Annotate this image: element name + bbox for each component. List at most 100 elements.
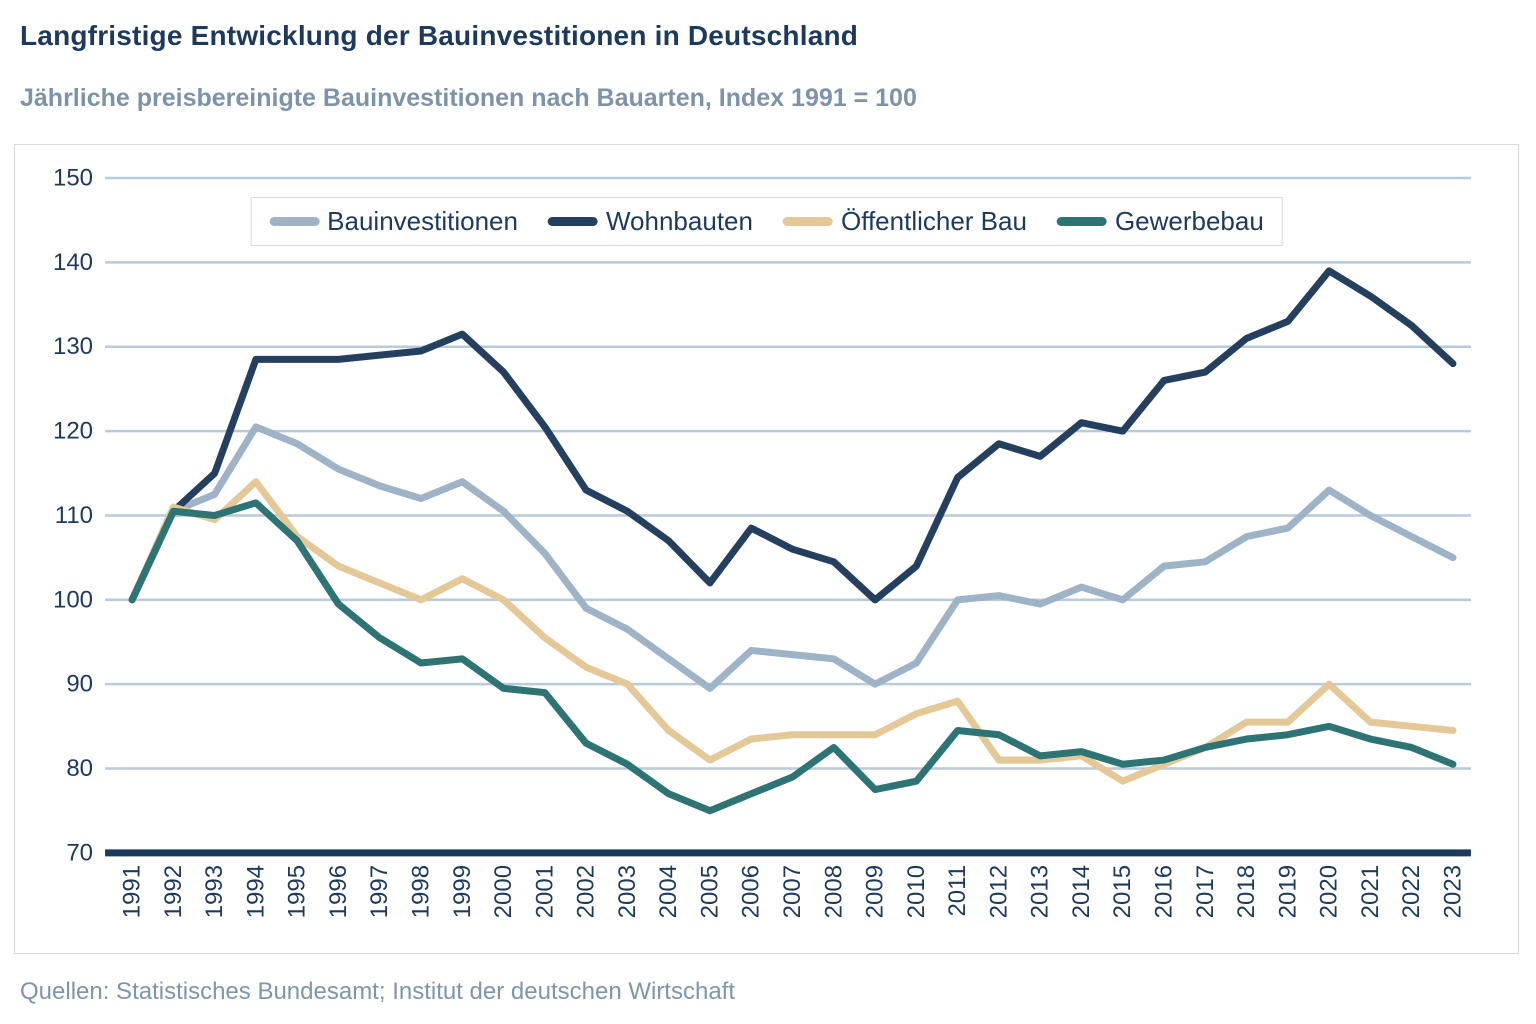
chart-legend: Bauinvestitionen Wohnbauten Öffentlicher B…: [250, 197, 1283, 246]
x-tick-label-2010: 2010: [903, 865, 930, 918]
x-tick-2017: 2017: [1192, 865, 1219, 918]
x-tick-label-2023: 2023: [1439, 865, 1466, 918]
x-tick-2009: 2009: [862, 865, 889, 918]
x-tick-label-1991: 1991: [119, 865, 146, 918]
y-tick-label-150: 150: [53, 165, 93, 192]
y-tick-label-110: 110: [55, 502, 93, 529]
x-tick-label-2013: 2013: [1027, 865, 1054, 918]
x-tick-label-1995: 1995: [284, 865, 311, 918]
x-tick-2016: 2016: [1151, 865, 1178, 918]
x-tick-label-1993: 1993: [201, 865, 228, 918]
x-tick-2020: 2020: [1316, 865, 1343, 918]
x-tick-2022: 2022: [1398, 865, 1425, 918]
x-tick-1995: 1995: [284, 865, 311, 918]
x-tick-label-2016: 2016: [1151, 865, 1178, 918]
x-tick-2018: 2018: [1233, 865, 1260, 918]
legend-swatch-3: [782, 217, 833, 226]
series-line-gewerbebau: [128, 499, 1457, 815]
x-tick-1994: 1994: [242, 865, 269, 918]
x-tick-1998: 1998: [408, 865, 435, 918]
x-tick-1991: 1991: [119, 865, 146, 918]
x-tick-label-2011: 2011: [944, 865, 971, 917]
legend-swatch-2: [547, 217, 598, 226]
page-title: Langfristige Entwicklung der Bauinvestit…: [20, 20, 859, 51]
x-tick-2021: 2021: [1357, 865, 1384, 918]
x-tick-2001: 2001: [531, 865, 558, 918]
x-tick-label-2004: 2004: [655, 865, 682, 918]
x-tick-2019: 2019: [1274, 865, 1301, 918]
y-tick-label-90: 90: [66, 671, 93, 698]
chart-panel: Bauinvestitionen Wohnbauten Öffentlicher B…: [14, 144, 1519, 954]
legend-swatch-4: [1056, 217, 1107, 226]
x-tick-2011: 2011: [944, 865, 971, 917]
source-text: Quellen: Statistisches Bundesamt; Instit…: [20, 978, 736, 1005]
legend-item-1: Bauinvestitionen: [269, 206, 518, 237]
page-subtitle: Jährliche preisbereinigte Bauinvestition…: [20, 84, 917, 112]
x-tick-2000: 2000: [490, 865, 517, 918]
line-chart: 70 80 90 100 110 120 130 140 150 1991 1992 1993 1994…: [53, 165, 1471, 918]
y-axis-labels: 70 80 90 100 110 120 130 140 150: [53, 165, 93, 867]
x-tick-label-1996: 1996: [325, 865, 352, 918]
x-tick-label-2009: 2009: [862, 865, 889, 918]
x-tick-2010: 2010: [903, 865, 930, 918]
x-tick-2013: 2013: [1027, 865, 1054, 918]
x-tick-label-2017: 2017: [1192, 865, 1219, 918]
x-tick-2003: 2003: [614, 865, 641, 918]
x-tick-2023: 2023: [1439, 865, 1466, 918]
x-tick-label-1994: 1994: [242, 865, 269, 918]
x-tick-label-1992: 1992: [160, 865, 187, 918]
gridlines: [105, 176, 1471, 770]
x-tick-label-2018: 2018: [1233, 865, 1260, 918]
legend-item-4: Gewerbebau: [1056, 206, 1264, 237]
x-tick-label-2007: 2007: [779, 865, 806, 918]
x-tick-label-2019: 2019: [1274, 865, 1301, 918]
x-tick-label-2022: 2022: [1398, 865, 1425, 918]
x-tick-1992: 1992: [160, 865, 187, 918]
series-lines: [128, 267, 1457, 815]
x-tick-1997: 1997: [366, 865, 393, 918]
x-tick-2014: 2014: [1068, 865, 1095, 918]
legend-item-2: Wohnbauten: [547, 206, 753, 237]
x-tick-label-1998: 1998: [408, 865, 435, 918]
x-axis-labels: 1991 1992 1993 1994 1995 1996 1997 1998 1999 2000…: [119, 865, 1467, 918]
y-tick-label-120: 120: [53, 418, 93, 445]
series-line-wohnbauten: [128, 267, 1457, 604]
x-tick-label-2008: 2008: [820, 865, 847, 918]
y-tick-label-80: 80: [66, 755, 93, 782]
x-tick-label-2020: 2020: [1316, 865, 1343, 918]
x-tick-2008: 2008: [820, 865, 847, 918]
x-tick-label-2014: 2014: [1068, 865, 1095, 918]
x-tick-label-2003: 2003: [614, 865, 641, 918]
legend-item-3: Öffentlicher Bau: [782, 206, 1027, 237]
x-tick-label-2002: 2002: [573, 865, 600, 918]
legend-label-3: Öffentlicher Bau: [840, 206, 1027, 236]
x-tick-2002: 2002: [573, 865, 600, 918]
x-tick-label-2006: 2006: [738, 865, 765, 918]
x-tick-label-1997: 1997: [366, 865, 393, 918]
x-tick-label-2021: 2021: [1357, 865, 1384, 918]
y-tick-label-140: 140: [53, 249, 93, 276]
series-line-bauinvestitionen: [128, 423, 1457, 692]
x-tick-label-2001: 2001: [531, 865, 558, 918]
y-tick-label-130: 130: [53, 333, 93, 360]
series-line--ffentlicher-bau: [128, 478, 1457, 785]
legend-label-4: Gewerbebau: [1114, 206, 1264, 236]
x-tick-2015: 2015: [1109, 865, 1136, 918]
x-tick-2006: 2006: [738, 865, 765, 918]
x-tick-label-2000: 2000: [490, 865, 517, 918]
x-tick-label-2015: 2015: [1109, 865, 1136, 918]
legend-label-1: Bauinvestitionen: [327, 206, 518, 236]
x-tick-2012: 2012: [985, 865, 1012, 918]
x-tick-2005: 2005: [696, 865, 723, 918]
x-tick-1996: 1996: [325, 865, 352, 918]
x-tick-1993: 1993: [201, 865, 228, 918]
x-tick-1999: 1999: [449, 865, 476, 918]
x-tick-2004: 2004: [655, 865, 682, 918]
x-tick-label-2012: 2012: [985, 865, 1012, 918]
legend-swatch-1: [269, 217, 320, 226]
x-tick-2007: 2007: [779, 865, 806, 918]
y-tick-label-100: 100: [53, 586, 93, 613]
legend-label-2: Wohnbauten: [605, 206, 753, 236]
x-tick-label-2005: 2005: [696, 865, 723, 918]
x-tick-label-1999: 1999: [449, 865, 476, 918]
